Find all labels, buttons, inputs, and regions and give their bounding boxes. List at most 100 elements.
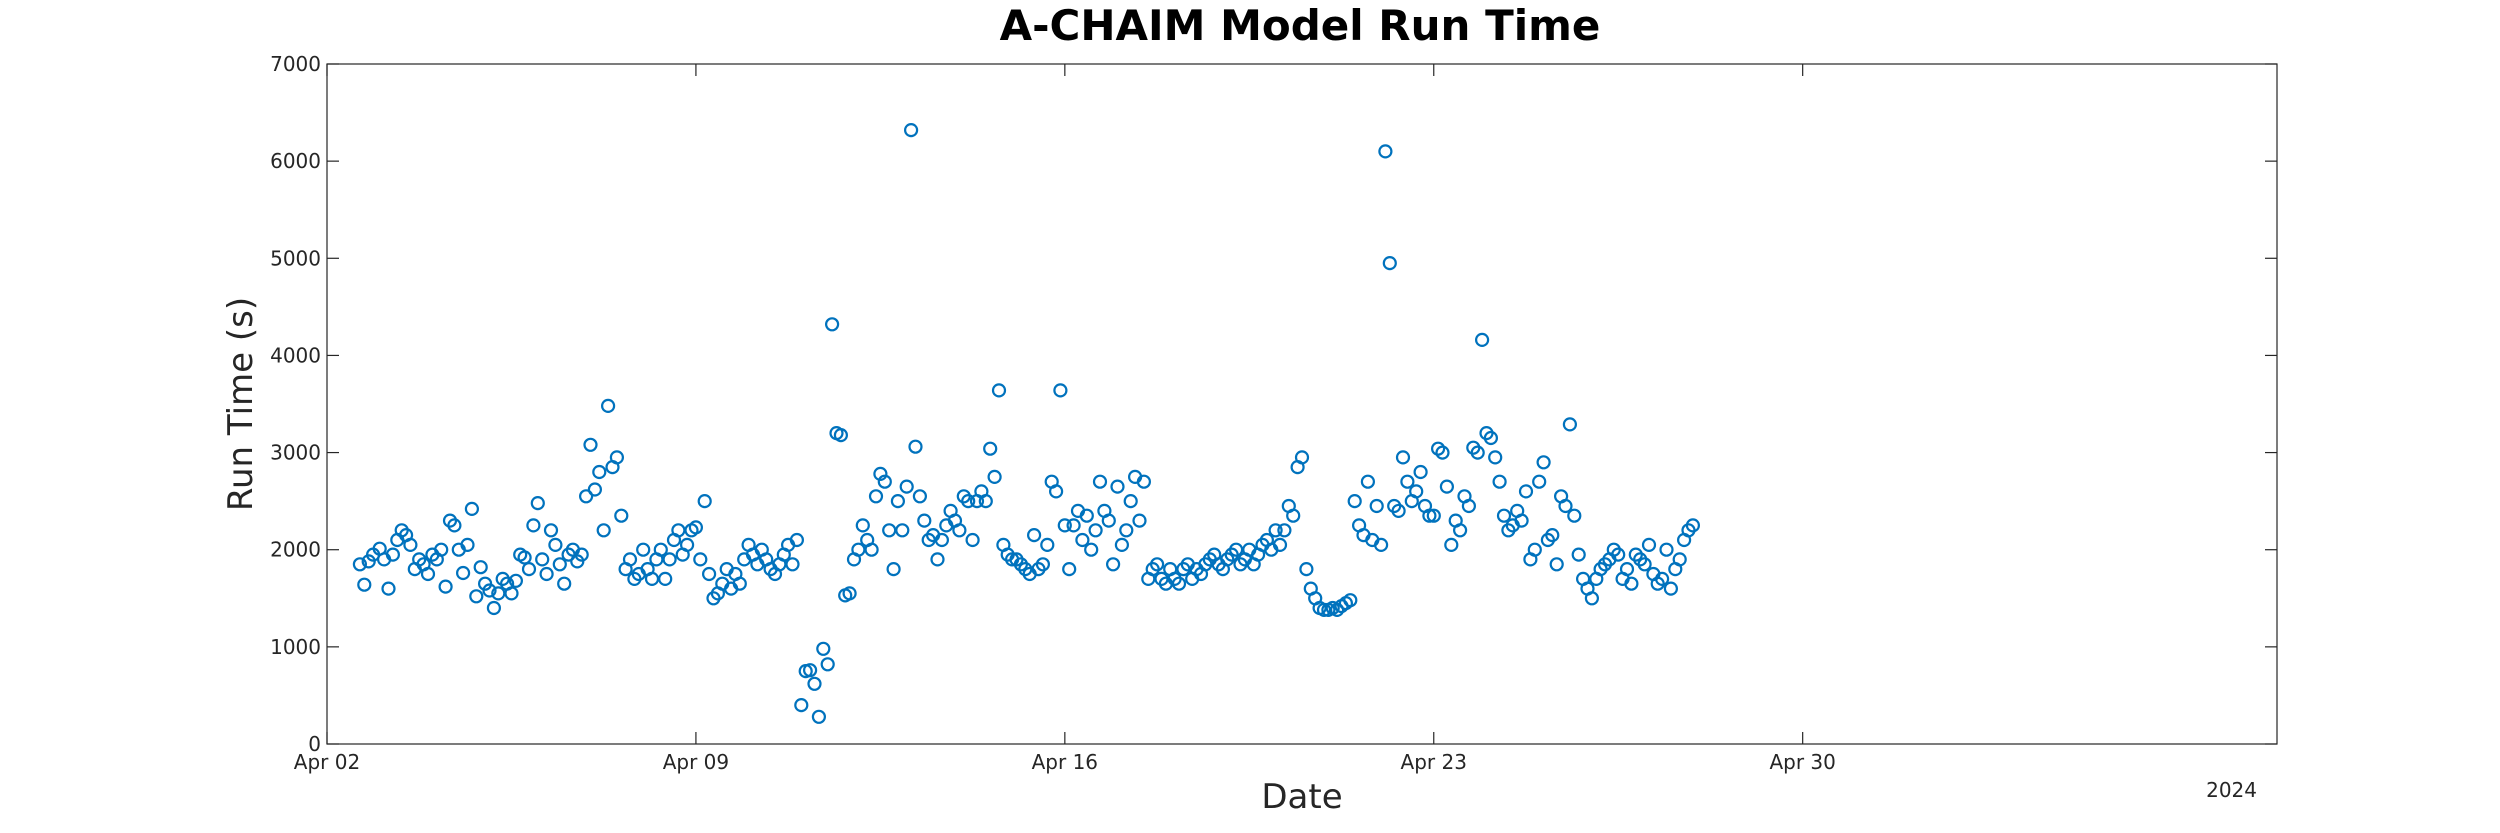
data-point bbox=[679, 537, 695, 553]
y-tick-label: 6000 bbox=[270, 149, 321, 173]
data-point bbox=[785, 557, 800, 572]
data-point bbox=[688, 520, 704, 535]
data-point bbox=[1062, 561, 1077, 577]
data-point bbox=[1294, 450, 1310, 465]
data-point bbox=[1422, 508, 1437, 523]
data-point bbox=[1663, 581, 1679, 596]
data-point bbox=[1483, 430, 1499, 446]
data-point bbox=[1400, 474, 1415, 489]
data-point bbox=[469, 589, 484, 604]
data-point bbox=[574, 547, 589, 562]
data-point bbox=[1624, 576, 1639, 591]
data-point bbox=[1641, 537, 1657, 553]
year-label: 2024 bbox=[2206, 778, 2257, 802]
data-point bbox=[385, 547, 400, 562]
data-point bbox=[1659, 542, 1674, 557]
data-point bbox=[1496, 508, 1512, 523]
data-point bbox=[794, 697, 809, 713]
data-point bbox=[1514, 513, 1529, 528]
data-point bbox=[557, 576, 572, 591]
data-point bbox=[420, 566, 436, 582]
data-point bbox=[1075, 532, 1090, 548]
data-point bbox=[1518, 484, 1534, 499]
data-points bbox=[352, 123, 1701, 724]
data-point bbox=[802, 663, 818, 678]
data-point bbox=[1584, 591, 1600, 606]
x-tick-label: Apr 16 bbox=[1032, 750, 1098, 774]
data-point bbox=[701, 566, 717, 582]
data-point bbox=[983, 441, 998, 456]
y-tick-label: 7000 bbox=[270, 52, 321, 76]
data-point bbox=[543, 523, 559, 538]
data-point bbox=[1092, 474, 1108, 489]
data-point bbox=[1084, 542, 1099, 557]
data-point bbox=[1654, 571, 1670, 587]
data-point bbox=[517, 550, 532, 565]
data-point bbox=[965, 532, 980, 548]
data-point bbox=[1132, 513, 1147, 528]
data-point bbox=[1413, 464, 1428, 480]
data-point bbox=[1562, 417, 1578, 432]
data-point bbox=[807, 676, 822, 691]
data-point bbox=[1110, 479, 1125, 494]
data-point bbox=[622, 552, 638, 567]
y-tick-label: 3000 bbox=[270, 441, 321, 465]
data-point bbox=[644, 571, 660, 587]
y-axis: 0 1000 2000 3000 4000 5000 6000 7000 bbox=[270, 52, 2277, 756]
data-point bbox=[908, 439, 923, 454]
data-point bbox=[877, 474, 892, 489]
data-point bbox=[1035, 557, 1051, 572]
data-point bbox=[482, 583, 497, 598]
data-point bbox=[1527, 542, 1542, 557]
data-point bbox=[1123, 494, 1138, 509]
data-point bbox=[1611, 547, 1626, 562]
data-point bbox=[578, 489, 594, 504]
data-point bbox=[978, 494, 993, 509]
data-point bbox=[1395, 450, 1411, 465]
data-point bbox=[1119, 523, 1134, 538]
data-point bbox=[1444, 537, 1459, 553]
y-tick-label: 2000 bbox=[270, 538, 321, 562]
data-point bbox=[653, 542, 668, 557]
data-point bbox=[1272, 537, 1288, 553]
x-axis: Apr 02 Apr 09 Apr 16 Apr 23 Apr 30 bbox=[294, 64, 1836, 774]
data-point bbox=[917, 513, 932, 528]
data-point bbox=[504, 586, 519, 601]
data-point bbox=[820, 657, 835, 672]
data-point bbox=[1549, 557, 1564, 572]
data-point bbox=[1040, 537, 1055, 553]
data-point bbox=[868, 489, 884, 504]
data-point bbox=[636, 542, 651, 557]
data-point bbox=[851, 542, 866, 557]
data-point bbox=[381, 581, 396, 596]
data-point bbox=[1435, 445, 1450, 460]
data-point bbox=[539, 566, 554, 582]
data-point bbox=[552, 557, 567, 572]
data-point bbox=[1136, 474, 1152, 489]
y-axis-label: Run Time (s) bbox=[221, 297, 261, 511]
data-point bbox=[1409, 484, 1424, 499]
data-point bbox=[548, 537, 563, 553]
y-tick-label: 5000 bbox=[270, 246, 321, 270]
data-point bbox=[697, 494, 712, 509]
x-tick-label: Apr 09 bbox=[663, 750, 729, 774]
x-axis-label: Date bbox=[1261, 777, 1342, 817]
data-point bbox=[1461, 498, 1477, 514]
data-point bbox=[1470, 445, 1485, 460]
data-point bbox=[1066, 518, 1081, 533]
data-point bbox=[1286, 508, 1301, 523]
data-point bbox=[352, 557, 367, 572]
data-point bbox=[460, 537, 475, 553]
data-point bbox=[1079, 508, 1094, 523]
data-point bbox=[600, 398, 616, 413]
data-point bbox=[895, 523, 910, 538]
data-point bbox=[1536, 455, 1551, 470]
y-tick-label: 1000 bbox=[270, 635, 321, 659]
data-point bbox=[864, 542, 879, 557]
data-point bbox=[1105, 557, 1121, 572]
data-point bbox=[1567, 508, 1582, 523]
data-point bbox=[886, 561, 901, 577]
data-point bbox=[530, 496, 545, 511]
data-point bbox=[855, 518, 870, 533]
data-point bbox=[526, 518, 541, 533]
